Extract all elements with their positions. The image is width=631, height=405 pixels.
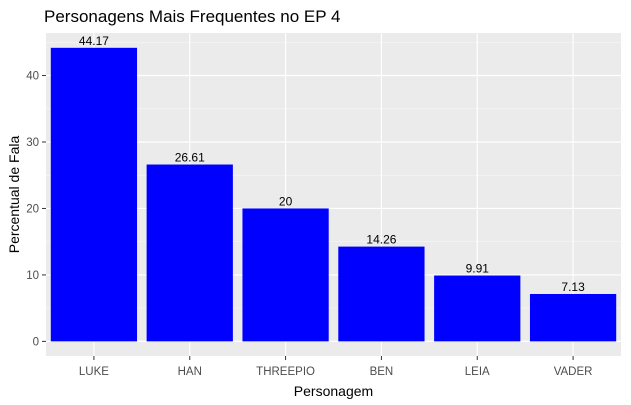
bar-threepio xyxy=(242,208,329,342)
bar-han xyxy=(146,164,233,342)
bar-luke xyxy=(50,47,138,342)
x-tick-label: LEIA xyxy=(465,366,490,378)
bars xyxy=(50,47,617,342)
x-tick-label: BEN xyxy=(370,366,394,378)
chart-title: Personagens Mais Frequentes no EP 4 xyxy=(44,7,340,26)
y-tick-label: 0 xyxy=(33,336,39,348)
y-tick-label: 30 xyxy=(26,137,39,149)
data-label-luke: 44.17 xyxy=(79,34,109,48)
data-label-ben: 14.26 xyxy=(366,233,396,247)
x-tick-label: VADER xyxy=(554,366,593,378)
data-label-threepio: 20 xyxy=(279,194,293,208)
bar-vader xyxy=(529,293,617,342)
x-tick-label: LUKE xyxy=(79,366,109,378)
y-axis-title: Percentual de Fala xyxy=(6,136,22,254)
data-label-leia: 9.91 xyxy=(466,262,490,276)
y-tick-label: 10 xyxy=(26,270,39,282)
x-tick-label: THREEPIO xyxy=(256,366,315,378)
bar-ben xyxy=(338,246,425,342)
x-axis: LUKE HAN THREEPIO BEN LEIA VADER xyxy=(79,356,593,378)
x-tick-label: HAN xyxy=(178,366,202,378)
y-tick-label: 40 xyxy=(26,71,39,83)
data-labels: 44.17 26.61 20 14.26 9.91 7.13 xyxy=(79,34,585,294)
plot-panel xyxy=(46,33,621,356)
y-tick-label: 20 xyxy=(26,203,39,215)
x-axis-title: Personagem xyxy=(294,383,373,399)
data-label-han: 26.61 xyxy=(175,151,205,165)
bar-leia xyxy=(434,275,521,342)
data-label-vader: 7.13 xyxy=(561,280,585,294)
y-axis: 0 10 20 30 40 xyxy=(26,71,46,348)
